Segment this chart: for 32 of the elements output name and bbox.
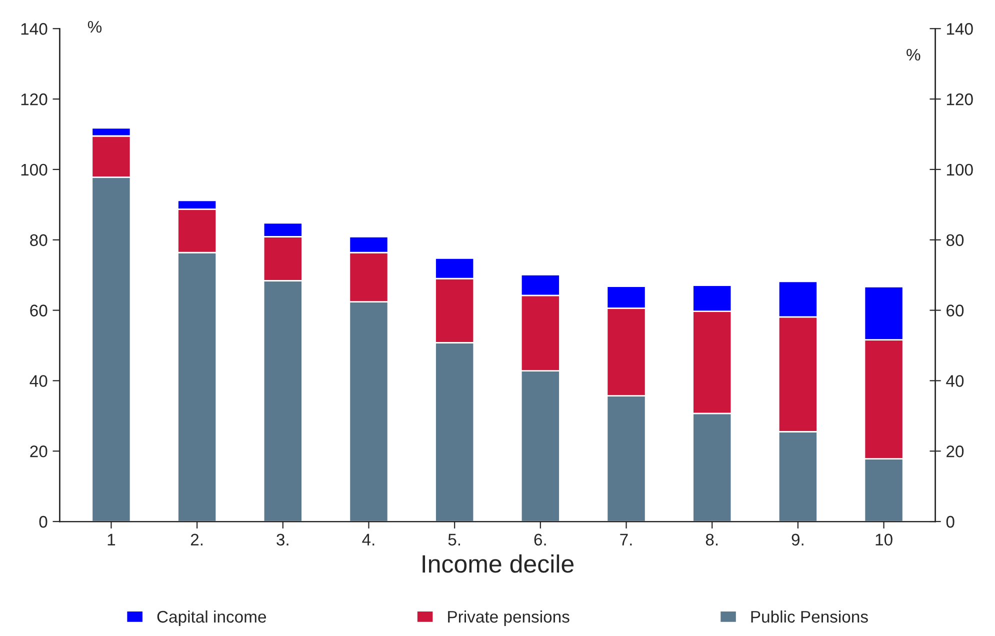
- y2-tick-label: 100: [946, 164, 973, 176]
- x-axis-title: Income decile: [422, 554, 574, 573]
- x-tick-label: 4.: [362, 534, 374, 546]
- legend-label: Capital income: [157, 610, 266, 626]
- y2-tick-label: 0: [946, 516, 954, 528]
- y2-tick-label: 120: [946, 93, 973, 106]
- x-tick-label: 1: [108, 534, 116, 546]
- x-tick-label: 9.: [792, 534, 804, 546]
- legend-label: Private pensions: [448, 610, 570, 626]
- x-tick-label: 3.: [276, 534, 288, 546]
- y-tick-label: 40: [30, 375, 48, 387]
- y2-axis-title: %: [906, 48, 920, 61]
- y-tick-label: 120: [21, 93, 48, 106]
- y2-tick-label: 140: [946, 23, 973, 35]
- x-tick-label: 5.: [448, 534, 460, 546]
- x-tick-label: 8.: [706, 534, 718, 546]
- y2-tick-label: 20: [946, 446, 964, 458]
- y-axis-title: %: [88, 20, 102, 33]
- y-tick-label: 0: [39, 516, 48, 528]
- y-tick-label: 100: [21, 164, 48, 176]
- x-tick-label: 6.: [534, 534, 546, 546]
- y-tick-label: 20: [30, 446, 48, 458]
- legend-label: Public Pensions: [751, 610, 868, 623]
- x-tick-label: 2.: [190, 534, 202, 546]
- y-tick-label: 60: [30, 304, 48, 316]
- x-tick-label: 7.: [620, 534, 632, 546]
- x-tick-label: 10: [876, 534, 892, 546]
- y-tick-label: 80: [30, 234, 48, 246]
- y2-tick-label: 80: [946, 234, 964, 246]
- y2-tick-label: 60: [946, 304, 964, 316]
- y2-tick-label: 40: [946, 375, 964, 387]
- y-tick-label: 140: [21, 23, 48, 35]
